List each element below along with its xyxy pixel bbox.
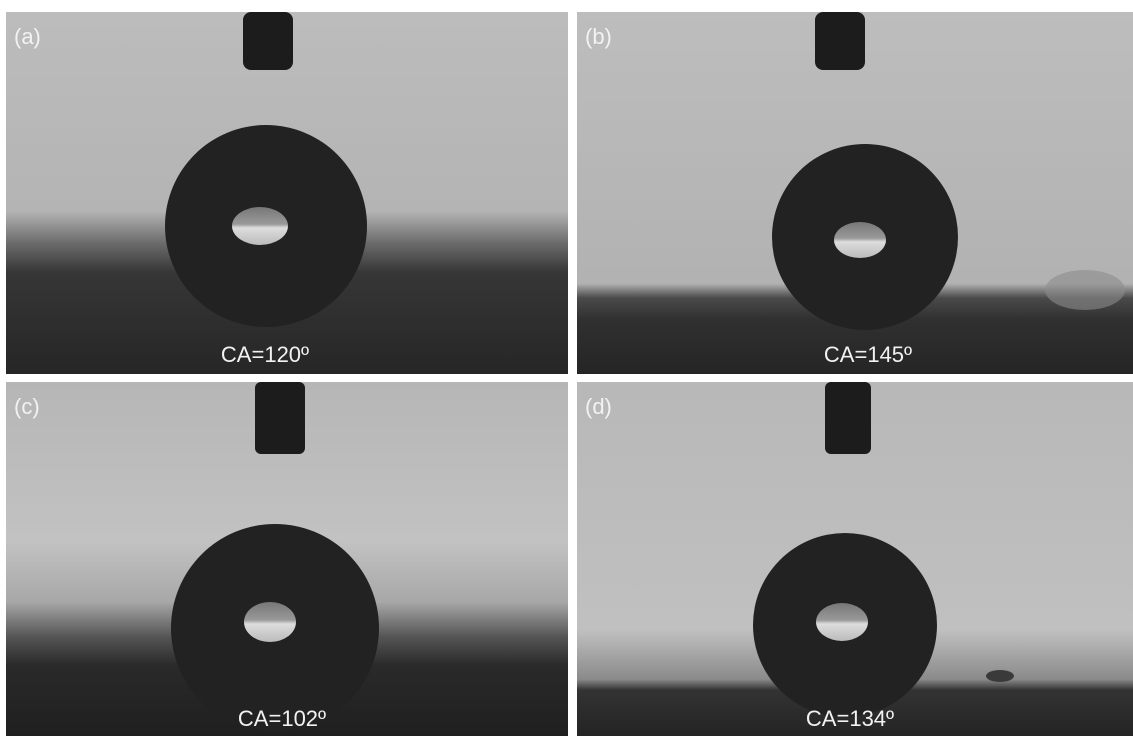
panel-d: (d) CA=134º [577,382,1133,736]
panel-a: (a) CA=120º [6,12,568,374]
panel-tag: (c) [14,394,40,419]
photo [6,12,568,374]
caption: CA=134º [806,706,894,731]
caption: CA=145º [824,342,912,367]
photo [577,12,1133,374]
panel-tag: (b) [585,24,612,49]
panel-c: (c) CA=102º [6,382,568,736]
panel-b: (b) CA=145º [577,12,1133,374]
figure: (a) CA=120º (b) CA=145º (c) CA=102º (d) … [0,0,1133,740]
panel-tag: (a) [14,24,41,49]
photo [6,382,568,736]
caption: CA=102º [238,706,326,731]
caption: CA=120º [221,342,309,367]
photo [577,382,1133,736]
page: (a) CA=120º (b) CA=145º (c) CA=102º (d) … [0,0,1133,740]
panel-tag: (d) [585,394,612,419]
